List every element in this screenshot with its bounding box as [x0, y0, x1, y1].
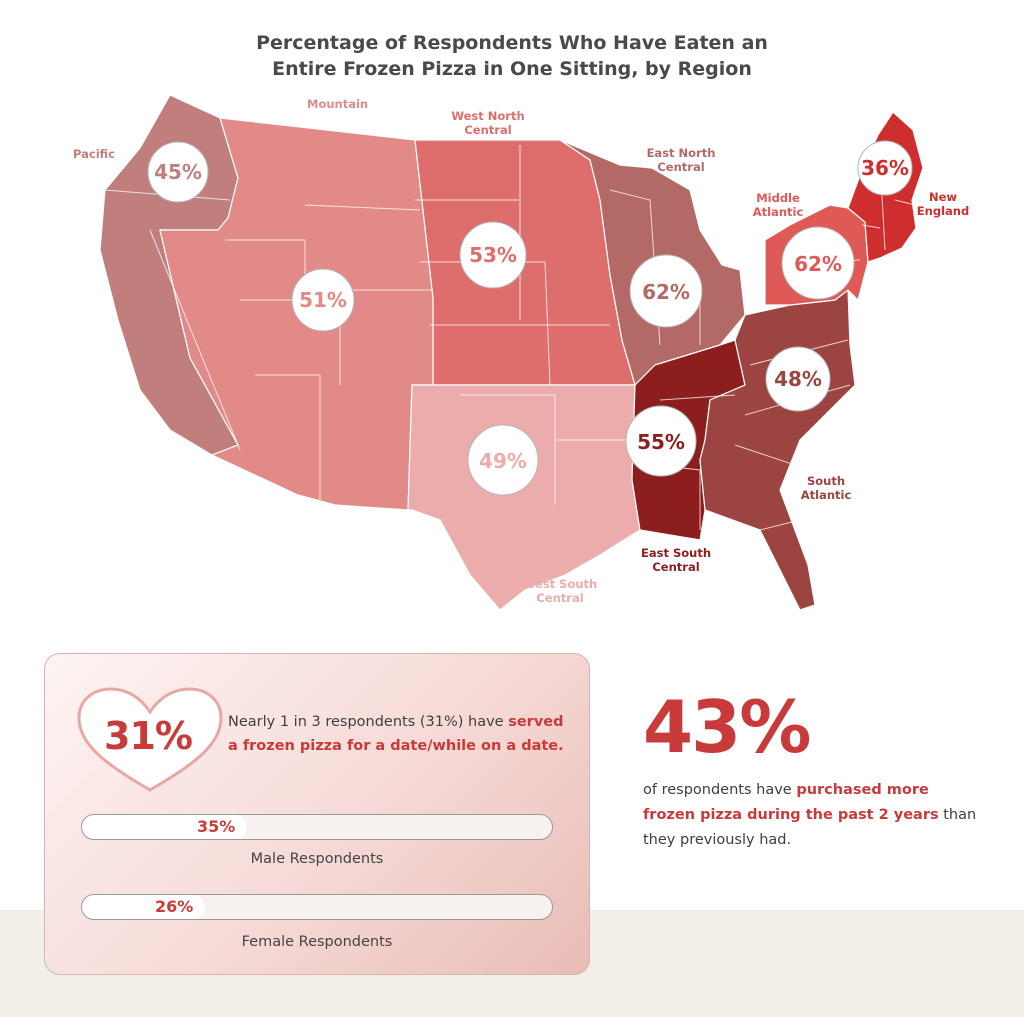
value-middle-atlantic: 62%: [794, 252, 842, 276]
female-progress-fill: [82, 895, 205, 919]
value-pacific: 45%: [154, 160, 202, 184]
heart-icon: [77, 687, 223, 792]
value-west-north-central: 53%: [469, 243, 517, 267]
bubble-south-atlantic: 48%: [765, 346, 831, 412]
label-east-south-central-2: Central: [652, 560, 699, 574]
date-stat-text-bold: served a frozen pizza for a date/while o…: [228, 714, 564, 754]
purchase-stat-value: 43%: [643, 685, 811, 769]
label-pacific: Pacific: [73, 147, 115, 161]
label-middle-atlantic-2: Atlantic: [753, 205, 804, 219]
purchase-stat-text-bold: purchased more frozen pizza during the p…: [643, 782, 939, 823]
value-east-south-central: 55%: [637, 430, 685, 454]
label-east-north-central-2: Central: [657, 160, 704, 174]
bubble-middle-atlantic: 62%: [781, 226, 855, 300]
male-progress-fill: [82, 815, 247, 839]
bubble-west-north-central: 53%: [459, 221, 527, 289]
bubble-east-north-central: 62%: [629, 254, 703, 328]
bubble-pacific: 45%: [147, 141, 209, 203]
label-new-england-2: England: [917, 204, 969, 218]
bubble-new-england: 36%: [857, 140, 913, 196]
male-progress-value: 35%: [197, 817, 236, 836]
label-south-atlantic-1: South: [807, 474, 845, 488]
bubble-mountain: 51%: [291, 268, 355, 332]
label-east-north-central-1: East North: [647, 146, 716, 160]
date-stat-text-plain: Nearly 1 in 3 respondents (31%) have: [228, 714, 509, 730]
label-new-england-1: New: [929, 190, 957, 204]
date-stat-card: 31% Nearly 1 in 3 respondents (31%) have…: [44, 653, 590, 975]
label-west-south-central-1: West South: [523, 577, 597, 591]
value-south-atlantic: 48%: [774, 367, 822, 391]
label-west-south-central-2: Central: [536, 591, 583, 605]
female-progress-label: Female Respondents: [241, 934, 393, 950]
label-south-atlantic-2: Atlantic: [801, 488, 852, 502]
label-east-south-central-1: East South: [641, 546, 711, 560]
map-title-line-1: Percentage of Respondents Who Have Eaten…: [256, 32, 768, 54]
map-title-line-2: Entire Frozen Pizza in One Sitting, by R…: [272, 58, 752, 80]
purchase-stat-text-plain-2: than they previously had.: [643, 807, 977, 848]
date-stat-text: Nearly 1 in 3 respondents (31%) have ser…: [228, 710, 578, 758]
label-mountain: Mountain: [307, 97, 368, 111]
label-west-north-central-1: West North: [451, 109, 524, 123]
male-progress-bar: 35%: [81, 814, 553, 840]
male-progress-label: Male Respondents: [250, 851, 384, 867]
value-new-england: 36%: [861, 156, 909, 180]
us-region-map: Pacific Mountain West North Central East…: [73, 94, 969, 611]
purchase-stat-text-plain-1: of respondents have: [643, 782, 797, 798]
female-progress-bar: 26%: [81, 894, 553, 920]
female-progress-value: 26%: [155, 897, 194, 916]
value-east-north-central: 62%: [642, 280, 690, 304]
map-title: Percentage of Respondents Who Have Eaten…: [0, 30, 1024, 82]
label-middle-atlantic-1: Middle: [756, 191, 800, 205]
purchase-stat-text: of respondents have purchased more froze…: [643, 778, 983, 853]
bubble-west-south-central: 49%: [467, 424, 539, 496]
date-stat-value: 31%: [104, 714, 193, 758]
value-west-south-central: 49%: [479, 449, 527, 473]
label-west-north-central-2: Central: [464, 123, 511, 137]
value-mountain: 51%: [299, 288, 347, 312]
bubble-east-south-central: 55%: [625, 405, 697, 477]
